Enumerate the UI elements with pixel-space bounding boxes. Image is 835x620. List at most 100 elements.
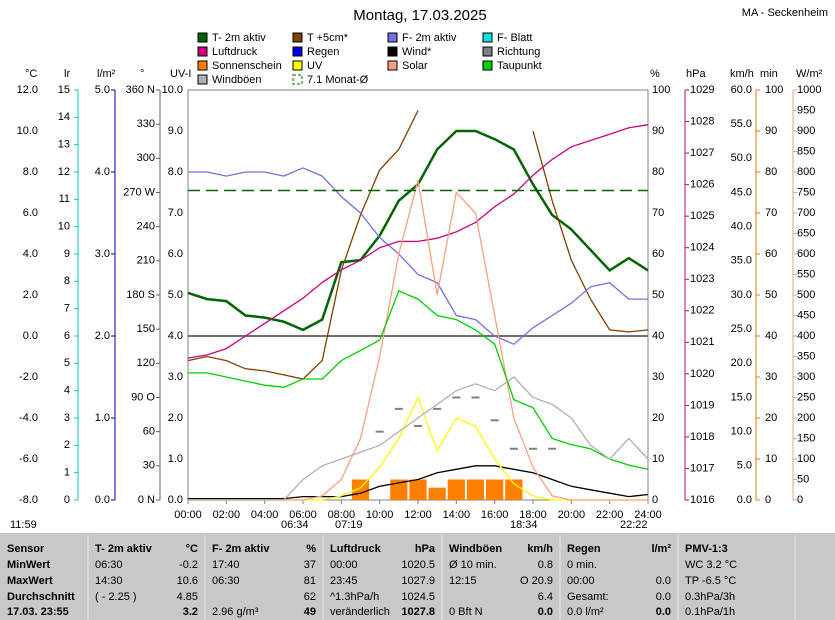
- y-tick-label: 1028: [690, 115, 714, 127]
- y-tick-label: 8: [64, 275, 70, 287]
- y-tick-label: 60: [143, 426, 155, 438]
- y-tick-label: 40.0: [731, 221, 752, 233]
- legend-swatch: [197, 60, 208, 71]
- table-cell: 1027.8: [401, 606, 435, 618]
- y-tick-label: 45.0: [731, 186, 752, 198]
- y-tick-label: 360 N: [126, 84, 155, 96]
- y-tick-label: 70: [652, 207, 664, 219]
- legend-label: Windböen: [212, 74, 262, 86]
- table-cell: veränderlich: [330, 606, 390, 618]
- y-tick-label: 15.0: [731, 391, 752, 403]
- y-tick-label: 7: [64, 303, 70, 315]
- table-cell: 06:30: [95, 559, 123, 571]
- y-tick-label: 90 O: [131, 391, 155, 403]
- direction-point: [529, 447, 537, 450]
- y-tick-label: 0: [652, 494, 658, 506]
- table-cell: l/m²: [651, 543, 671, 555]
- y-tick-label: 1: [64, 467, 70, 479]
- y-tick-label: 1019: [690, 399, 714, 411]
- table-cell: 49: [304, 606, 316, 618]
- x-tick-label: 16:00: [481, 509, 509, 521]
- legend-swatch: [197, 46, 208, 57]
- sunshine-bar: [409, 479, 427, 500]
- y-tick-label: 350: [797, 350, 815, 362]
- table-cell: %: [306, 543, 316, 555]
- time-annotation: 06:34: [281, 519, 309, 531]
- y-tick-label: 750: [797, 186, 815, 198]
- axis-title: UV-I: [170, 68, 191, 80]
- table-cell: PMV-1:3: [685, 543, 728, 555]
- legend-label: Taupunkt: [497, 60, 542, 72]
- y-tick-label: 1025: [690, 210, 714, 222]
- y-tick-label: 300: [137, 152, 155, 164]
- y-tick-label: 7.0: [168, 207, 183, 219]
- direction-point: [509, 447, 518, 450]
- legend-swatch: [482, 60, 493, 71]
- y-tick-label: 9: [64, 248, 70, 260]
- y-tick-label: 2.0: [23, 289, 38, 301]
- legend-swatch: [387, 46, 398, 57]
- y-tick-label: 1023: [690, 273, 714, 285]
- time-annotation: 11:59: [10, 519, 37, 531]
- table-cell: 23:45: [330, 575, 358, 587]
- time-annotation: 07:19: [335, 519, 363, 531]
- location: MA - Seckenheim: [742, 7, 828, 19]
- y-tick-label: 850: [797, 145, 815, 157]
- axis-title: lr: [64, 68, 70, 80]
- y-tick-label: 30.0: [731, 289, 752, 301]
- sunshine-bar: [486, 479, 504, 500]
- x-tick-label: 12:00: [404, 509, 432, 521]
- y-tick-label: 10.0: [731, 426, 752, 438]
- y-tick-label: 2.0: [95, 330, 110, 342]
- table-cell: 12:15: [449, 575, 477, 587]
- table-cell: 1020.5: [401, 559, 435, 571]
- legend-label: F- 2m aktiv: [402, 32, 457, 44]
- legend-swatch: [292, 32, 303, 43]
- sunshine-bar: [447, 479, 465, 500]
- legend-label: T- 2m aktiv: [212, 32, 266, 44]
- y-tick-label: 8.0: [168, 166, 183, 178]
- table-cell: Sensor: [7, 543, 45, 555]
- chart-title: Montag, 17.03.2025: [353, 7, 486, 24]
- y-tick-label: 250: [797, 391, 815, 403]
- direction-point: [471, 396, 480, 399]
- y-tick-label: 55.0: [731, 118, 752, 130]
- y-tick-label: 35.0: [731, 255, 752, 267]
- series-line: [188, 290, 649, 470]
- table-cell: °C: [186, 543, 198, 555]
- y-tick-label: 4.0: [23, 248, 38, 260]
- y-tick-label: 60: [652, 248, 664, 260]
- legend-swatch: [292, 46, 303, 57]
- axis-title: %: [650, 68, 660, 80]
- table-cell: O 20.9: [520, 575, 553, 587]
- y-tick-label: 1024: [690, 242, 714, 254]
- y-tick-label: 1029: [690, 84, 714, 96]
- time-annotation: 22:22: [620, 519, 648, 531]
- y-tick-label: 12.0: [17, 84, 38, 96]
- sunshine-bar: [505, 479, 523, 500]
- direction-point: [490, 419, 499, 422]
- y-tick-label: 40: [765, 330, 777, 342]
- x-tick-label: 18:00: [519, 509, 547, 521]
- y-tick-label: 100: [652, 84, 670, 96]
- y-tick-label: 300: [797, 371, 815, 383]
- table-cell: 0 Bft N: [449, 606, 483, 618]
- y-tick-label: 50: [797, 473, 809, 485]
- table-cell: 0.0: [656, 606, 671, 618]
- legend-swatch: [387, 60, 398, 71]
- y-tick-label: 60: [765, 248, 777, 260]
- y-tick-label: 10.0: [17, 125, 38, 137]
- y-tick-label: 330: [137, 118, 155, 130]
- y-tick-label: 150: [797, 432, 815, 444]
- table-cell: 2.96 g/m³: [212, 606, 259, 618]
- y-tick-label: 1021: [690, 336, 714, 348]
- legend-label: Wind*: [402, 46, 432, 58]
- y-tick-label: 500: [797, 289, 815, 301]
- table-cell: 14:30: [95, 575, 123, 587]
- y-tick-label: 0.0: [168, 494, 183, 506]
- y-tick-label: 400: [797, 330, 815, 342]
- y-tick-label: -6.0: [19, 453, 38, 465]
- x-tick-label: 24:00: [634, 509, 662, 521]
